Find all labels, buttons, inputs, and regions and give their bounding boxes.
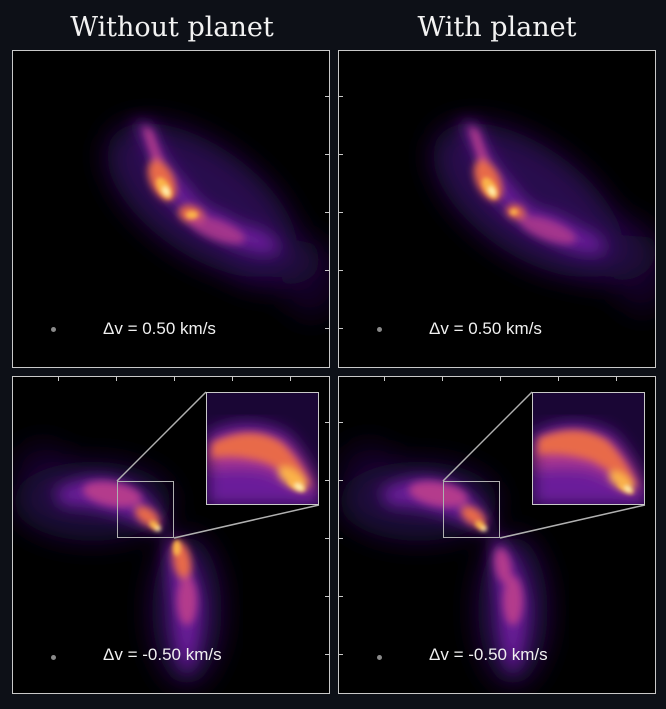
axis-tick [290, 377, 291, 381]
axis-tick [325, 270, 329, 271]
velocity-label: Δv = 0.50 km/s [103, 319, 216, 338]
velocity-label: Δv = 0.50 km/s [429, 319, 542, 338]
axis-tick [325, 154, 329, 155]
panel-bottom-right: Δv = -0.50 km/s [338, 376, 656, 694]
emission-map-top-right [432, 120, 655, 315]
panel-bottom-left: Δv = -0.50 km/s [12, 376, 330, 694]
zoom-inset-image [207, 393, 318, 504]
axis-tick [442, 377, 443, 381]
column-title-right: With planet [417, 12, 577, 43]
panel-top-right: Δv = 0.50 km/s [338, 50, 656, 368]
velocity-label: Δv = -0.50 km/s [103, 645, 222, 664]
axis-tick [339, 596, 343, 597]
column-title-left: Without planet [70, 12, 274, 43]
velocity-label: Δv = -0.50 km/s [429, 645, 548, 664]
axis-tick [232, 377, 233, 381]
axis-tick [58, 377, 59, 381]
axis-tick [339, 422, 343, 423]
beam-marker [51, 327, 56, 332]
axis-tick [384, 377, 385, 381]
axis-tick [339, 480, 343, 481]
axis-tick [325, 538, 329, 539]
panel-top-left: Δv = 0.50 km/s [12, 50, 330, 368]
axis-tick [339, 96, 343, 97]
beam-marker [377, 655, 382, 660]
axis-tick [325, 96, 329, 97]
axis-tick [174, 377, 175, 381]
axis-tick [325, 422, 329, 423]
axis-tick [325, 596, 329, 597]
axis-tick [116, 377, 117, 381]
axis-tick [339, 654, 343, 655]
zoom-inset [532, 392, 645, 505]
emission-map-top-left [106, 120, 329, 320]
axis-tick [325, 654, 329, 655]
axis-tick [500, 377, 501, 381]
beam-marker [377, 327, 382, 332]
zoom-region-box [117, 481, 174, 538]
axis-tick [325, 328, 329, 329]
zoom-inset-image [533, 393, 644, 504]
axis-tick [339, 270, 343, 271]
axis-tick [325, 480, 329, 481]
axis-tick [558, 377, 559, 381]
beam-marker [51, 655, 56, 660]
zoom-region-box [443, 481, 500, 538]
axis-tick [616, 377, 617, 381]
axis-tick [339, 212, 343, 213]
axis-tick [339, 538, 343, 539]
axis-tick [325, 212, 329, 213]
emission-map-bottom-right [339, 441, 548, 686]
zoom-inset [206, 392, 319, 505]
axis-tick [339, 154, 343, 155]
axis-tick [339, 328, 343, 329]
